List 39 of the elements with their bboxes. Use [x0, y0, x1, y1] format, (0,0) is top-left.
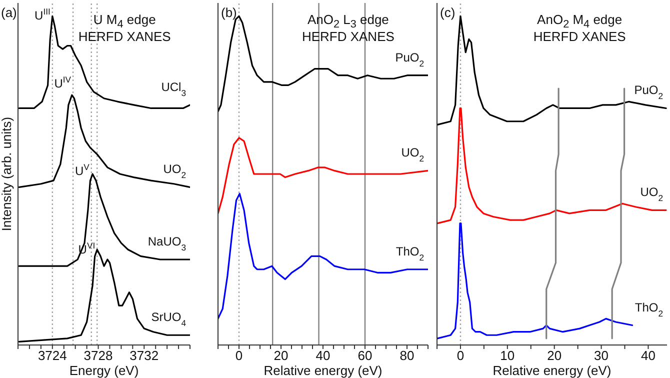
series-label: PuO$_{2}$	[395, 50, 424, 68]
series-label: NaUO$_{3}$	[148, 234, 186, 252]
series-label: ThO$_{2}$	[396, 244, 424, 262]
x-tick-label: 80	[400, 348, 414, 364]
text: (a)	[1, 5, 17, 20]
x-tick-label: 40	[316, 348, 330, 364]
ref-line-label: U$^{IV}$	[54, 74, 72, 91]
series-label: SrUO$_{4}$	[151, 310, 186, 328]
x-tick-label: 20	[274, 348, 288, 364]
ref-line-label: U$^{III}$	[34, 6, 50, 22]
annotation: HERFD XANES	[532, 29, 627, 45]
annotation: (c)	[440, 5, 456, 20]
y-axis-title: Intensity (arb. units)	[0, 116, 14, 232]
x-tick-label: 30	[594, 348, 609, 364]
x-tick-label: 0	[456, 348, 464, 364]
series-label: PuO$_{2}$	[634, 83, 664, 102]
ref-line-label: U$^{V}$	[74, 162, 90, 178]
x-axis-title: Relative energy (eV)	[264, 363, 382, 378]
x-tick-label: 0	[235, 348, 243, 364]
x-axis-title: Energy (eV)	[69, 363, 139, 378]
annotation: HERFD XANES	[300, 29, 396, 45]
x-tick-label: 10	[500, 348, 515, 364]
series-label: ThO$_{2}$	[634, 300, 664, 318]
annotation: HERFD XANES	[77, 29, 172, 45]
annotation: AnO$_{2}$ L$_{3}$ edge	[307, 12, 389, 31]
x-tick-label: 3724	[38, 348, 67, 364]
x-tick-label: 3728	[84, 348, 113, 364]
x-axis-title: Relative energy (eV)	[492, 363, 612, 378]
x-tick-label: 40	[640, 348, 656, 364]
annotation: AnO$_{2}$ M$_{4}$ edge	[537, 12, 622, 31]
series-label: UO$_{2}$	[163, 162, 186, 180]
x-tick-label: 20	[547, 348, 562, 364]
x-tick-label: 60	[358, 348, 372, 364]
series-label: UO$_{2}$	[401, 146, 424, 164]
x-tick-label: 3732	[130, 348, 159, 364]
series-label: UCl$_{3}$	[161, 80, 186, 98]
series-label: UO$_{2}$	[640, 185, 664, 204]
annotation: U M$_{4}$ edge	[93, 12, 156, 31]
annotation: (b)	[221, 5, 237, 20]
